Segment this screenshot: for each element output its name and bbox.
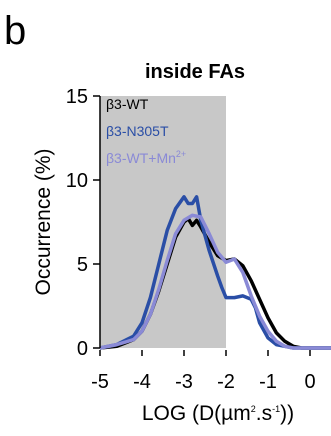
y-tick-label: 5	[77, 254, 88, 276]
x-axis-label: LOG (D(µm2.s-1))	[142, 402, 294, 425]
x-axis-label-part: ))	[280, 402, 294, 425]
x-tick-label: -3	[175, 371, 193, 393]
x-tick-label: -2	[217, 371, 235, 393]
legend-label: β3-WT	[106, 96, 149, 112]
legend-label: β3-WT+Mn	[106, 150, 176, 166]
legend-label: β3-N305T	[106, 123, 169, 139]
panel-letter: b	[4, 9, 26, 53]
x-tick-label: -4	[133, 371, 151, 393]
legend-entry-wt-mn: β3-WT+Mn2+	[106, 149, 186, 166]
legend-entry-wt: β3-WT	[106, 96, 149, 112]
x-axis-label-sup: 2	[251, 404, 256, 414]
y-tick-label: 0	[77, 338, 88, 360]
y-tick-label: 10	[66, 170, 88, 192]
y-tick-label: 15	[66, 86, 88, 108]
legend-label-sup: 2+	[176, 149, 186, 159]
x-tick-label: 0	[304, 371, 315, 393]
x-axis-label-part: .s	[256, 402, 272, 425]
y-axis-label: Occurrence (%)	[32, 148, 55, 295]
x-axis-label-part: LOG (D(µm	[142, 402, 251, 425]
x-tick-label: -1	[259, 371, 277, 393]
series-line-3	[99, 213, 331, 350]
plot-area: 0 5 10 15 -5 -4 -3 -2 -1 0	[66, 86, 331, 393]
legend-entry-n305t: β3-N305T	[106, 123, 169, 139]
chart-title: inside FAs	[145, 61, 245, 83]
x-tick-label: -5	[91, 371, 109, 393]
series-line-2	[99, 195, 331, 350]
x-axis-label-sup: -1	[272, 404, 280, 414]
legend: β3-WT β3-N305T β3-WT+Mn2+	[106, 96, 186, 166]
